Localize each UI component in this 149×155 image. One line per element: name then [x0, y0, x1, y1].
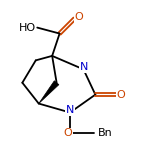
Text: Bn: Bn — [98, 128, 112, 138]
Text: O: O — [117, 90, 125, 100]
Text: N: N — [66, 105, 74, 115]
Text: N: N — [80, 62, 88, 72]
Polygon shape — [39, 81, 59, 104]
Text: O: O — [63, 128, 72, 138]
Text: HO: HO — [19, 23, 36, 33]
Text: O: O — [75, 12, 83, 22]
